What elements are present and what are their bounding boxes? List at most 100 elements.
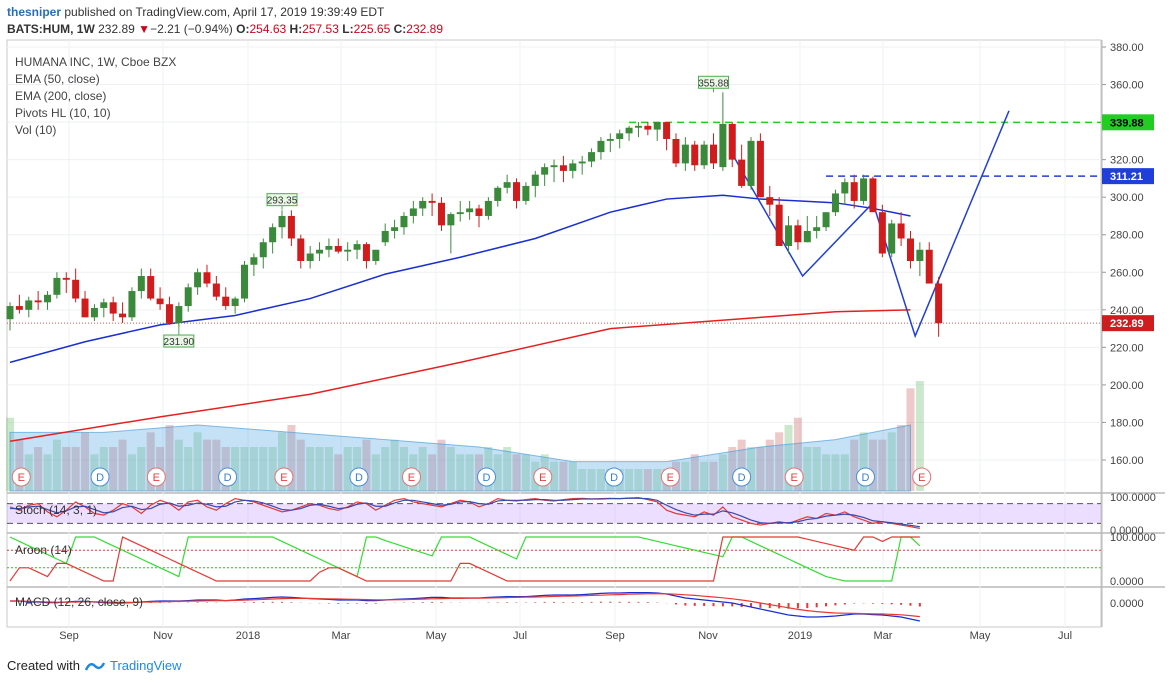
- candle-body: [775, 204, 783, 246]
- candle-body: [119, 313, 127, 318]
- candle-body: [935, 283, 943, 324]
- candle-body: [747, 140, 755, 186]
- candle-body: [522, 185, 530, 201]
- volume-bar: [690, 454, 699, 491]
- earnings-marker-icon: [784, 467, 804, 487]
- volume-bar: [653, 469, 662, 491]
- legend-pivots[interactable]: Pivots HL (10, 10): [15, 106, 111, 120]
- candle-body: [860, 178, 868, 201]
- candle-body: [53, 277, 61, 295]
- volume-bar: [62, 447, 71, 491]
- volume-bar: [859, 432, 868, 491]
- earnings-marker-icon: [274, 467, 294, 487]
- candle-body: [278, 215, 286, 228]
- volume-bar: [165, 425, 174, 491]
- candle-body: [850, 182, 858, 201]
- candle-body: [400, 215, 408, 228]
- candle-body: [203, 272, 211, 284]
- candle-body: [81, 298, 89, 318]
- candle-body: [316, 249, 324, 254]
- earnings-marker-label: E: [153, 472, 160, 484]
- candle-body: [606, 138, 614, 141]
- volume-bar: [840, 454, 849, 491]
- y-tick-label: 360.00: [1110, 80, 1144, 92]
- candle-body: [362, 244, 370, 262]
- candle-body: [625, 127, 633, 134]
- earnings-marker-label: E: [280, 472, 287, 484]
- volume-bar: [278, 432, 287, 491]
- aroon-pane-label[interactable]: Aroon (14): [15, 543, 72, 557]
- stoch-d-line: [10, 497, 920, 528]
- volume-bar: [568, 461, 577, 491]
- candle-body: [334, 245, 342, 252]
- volume-bar: [887, 432, 896, 491]
- volume-bar: [643, 469, 652, 491]
- stoch-pane-label[interactable]: Stoch (14, 3, 1): [15, 503, 98, 517]
- earnings-marker-icon: [401, 467, 421, 487]
- price-axis-badge: [1102, 315, 1154, 332]
- volume-bar: [34, 447, 43, 491]
- candle-body: [175, 306, 183, 323]
- volume-bar: [362, 439, 371, 491]
- volume-bar: [868, 439, 877, 491]
- volume-bar: [578, 469, 587, 491]
- candle-body: [700, 144, 708, 166]
- x-tick-label: Sep: [59, 630, 79, 642]
- x-tick-label: Nov: [698, 630, 718, 642]
- high-label: H:: [289, 22, 303, 36]
- volume-bar: [371, 454, 380, 491]
- volume-bar: [231, 447, 240, 491]
- volume-bar: [306, 447, 315, 491]
- tradingview-brand[interactable]: TradingView: [109, 658, 182, 673]
- y-tick-label: 300.00: [1110, 192, 1144, 204]
- price-axis-badge-label: 339.88: [1110, 117, 1144, 129]
- candle-body: [822, 212, 830, 228]
- candle-body: [109, 302, 117, 314]
- volume-bar: [127, 454, 136, 491]
- candle-body: [100, 302, 108, 308]
- candle-body: [653, 122, 661, 130]
- candle-body: [306, 253, 314, 262]
- quote-line: BATS:HUM, 1W 232.89 ▼−2.21 (−0.94%) O:25…: [7, 22, 443, 36]
- candle-body: [841, 182, 849, 194]
- volume-bar: [700, 461, 709, 491]
- candle-body: [663, 122, 671, 139]
- candle-body: [409, 208, 417, 216]
- legend-ema50[interactable]: EMA (50, close): [15, 72, 100, 86]
- candle-body: [466, 208, 474, 213]
- candle-body: [719, 123, 727, 168]
- author-name[interactable]: thesniper: [7, 5, 62, 19]
- candle-body: [878, 212, 886, 254]
- ema50-line: [9, 194, 911, 364]
- pivot-label: 293.35: [267, 196, 298, 207]
- price-axis-badge-label: 232.89: [1110, 318, 1144, 330]
- volume-bar: [803, 447, 812, 491]
- macd-pane-label[interactable]: MACD (12, 26, close, 9): [15, 595, 144, 609]
- volume-bar: [81, 432, 90, 491]
- aroon-up-line: [9, 536, 921, 582]
- candle-body: [559, 165, 567, 171]
- volume-bar: [850, 439, 859, 491]
- candle-body: [897, 223, 905, 239]
- aroon-tick-label: 0.0000: [1110, 576, 1144, 588]
- volume-bar: [634, 469, 643, 491]
- y-tick-label: 240.00: [1110, 305, 1144, 317]
- low-value: 225.65: [353, 22, 391, 36]
- earnings-marker-label: E: [667, 472, 674, 484]
- candle-body: [287, 215, 295, 239]
- dividend-marker-label: D: [355, 472, 363, 484]
- legend-volume[interactable]: Vol (10): [15, 123, 57, 137]
- dividend-marker-label: D: [96, 472, 104, 484]
- macd-tick-label: 0.0000: [1110, 598, 1144, 610]
- pivot-label-box: [698, 75, 729, 89]
- stoch-tick-label: 100.0000: [1110, 492, 1156, 504]
- dividend-marker-label: D: [861, 472, 869, 484]
- volume-bar: [315, 447, 324, 491]
- candle-body: [147, 276, 155, 299]
- price-change: −2.21 (−0.94%): [150, 22, 233, 36]
- candle-body: [578, 161, 586, 164]
- candle-body: [888, 223, 896, 254]
- legend-ema200[interactable]: EMA (200, close): [15, 89, 107, 103]
- pivot-label-box: [266, 193, 298, 207]
